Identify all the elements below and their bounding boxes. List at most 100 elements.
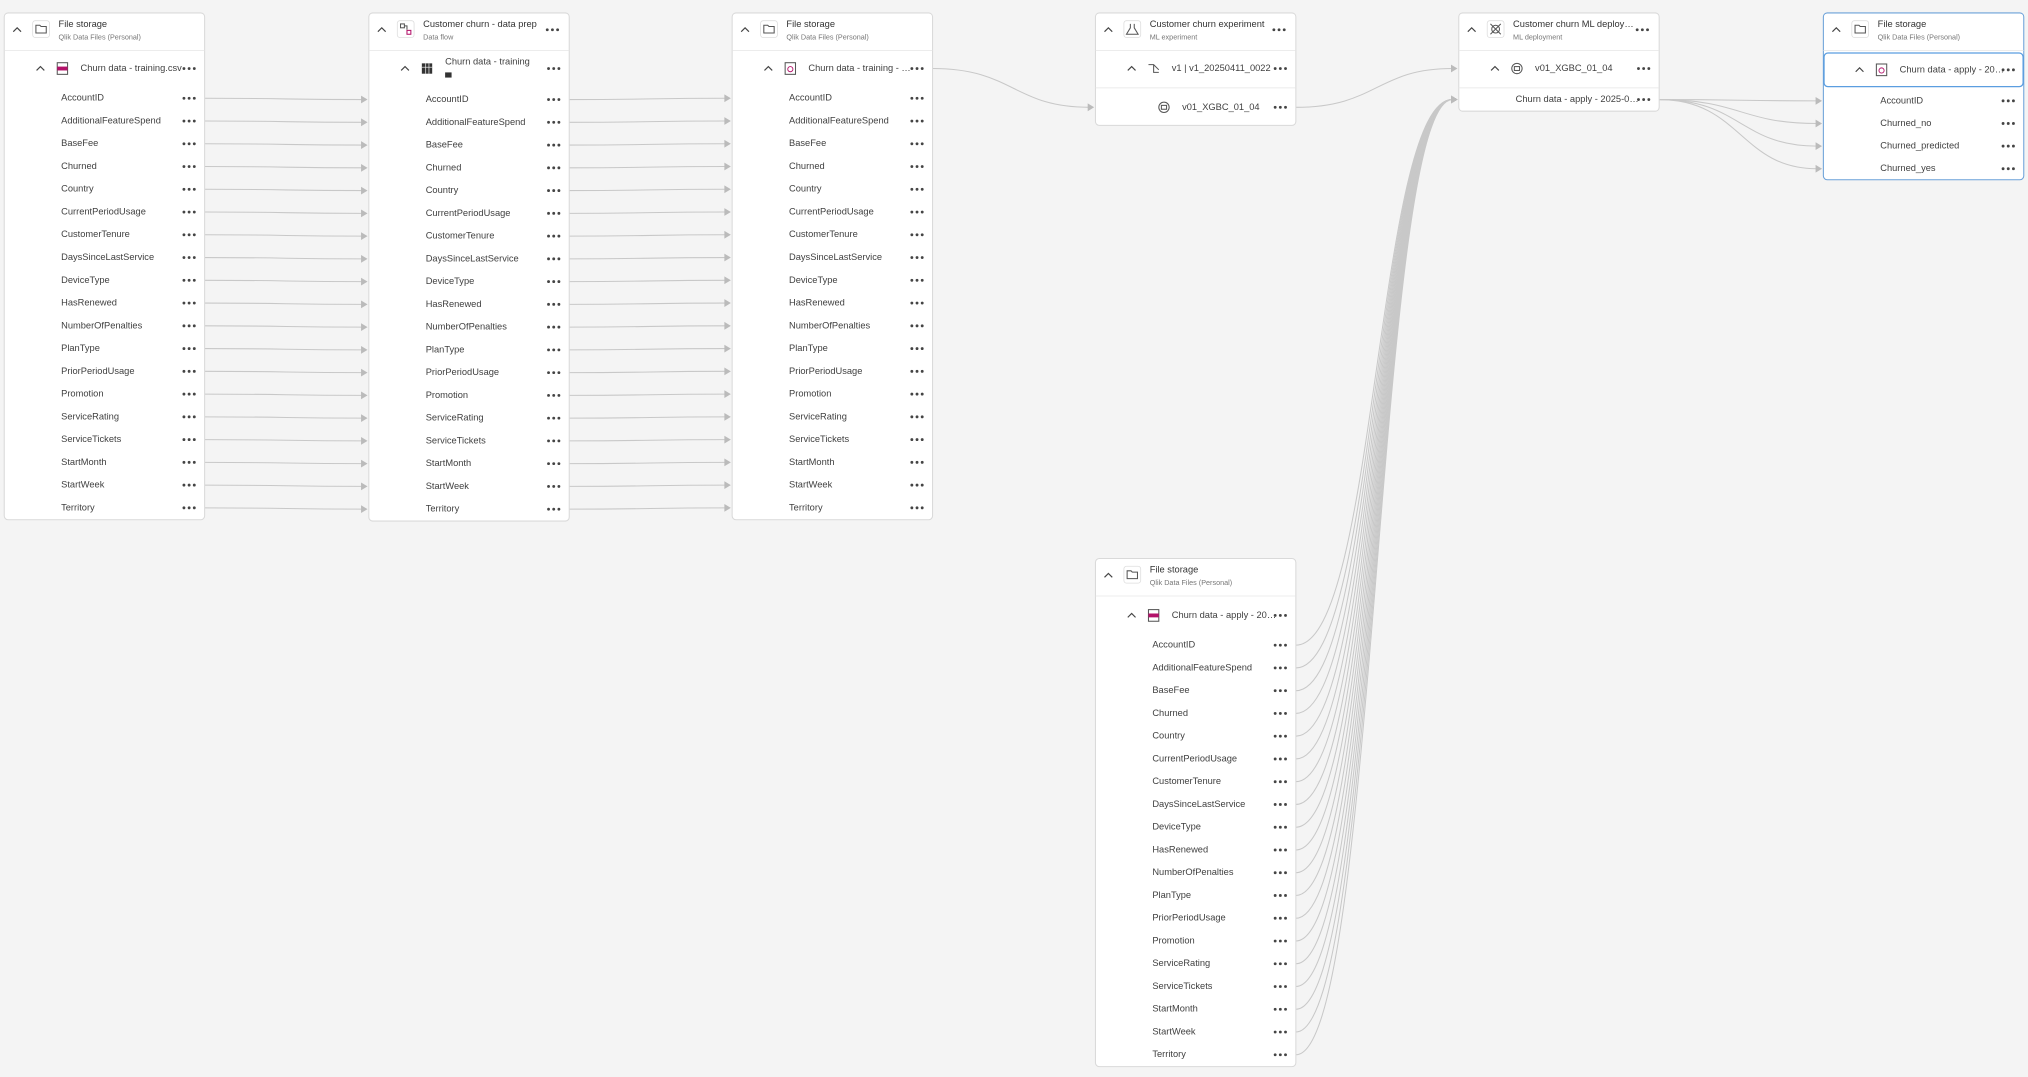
field-name[interactable]: PlanType: [426, 344, 465, 354]
more-menu[interactable]: [547, 257, 561, 261]
more-menu[interactable]: [182, 460, 196, 464]
more-menu[interactable]: [182, 506, 196, 510]
field-name[interactable]: Promotion: [789, 389, 831, 399]
more-menu[interactable]: [1273, 1030, 1287, 1034]
collapse-chevron[interactable]: [1467, 26, 1476, 33]
more-menu[interactable]: [182, 324, 196, 328]
field-name[interactable]: BaseFee: [789, 138, 826, 148]
more-menu[interactable]: [910, 119, 924, 123]
more-menu[interactable]: [2001, 144, 2015, 148]
field-name[interactable]: Territory: [61, 502, 95, 512]
field-name[interactable]: AccountID: [1880, 95, 1923, 105]
more-menu[interactable]: [910, 256, 924, 259]
collapse-chevron[interactable]: [377, 26, 387, 33]
more-menu[interactable]: [547, 98, 561, 101]
field-name[interactable]: Churned: [426, 162, 462, 172]
field-name[interactable]: PlanType: [789, 343, 828, 353]
more-menu[interactable]: [547, 507, 561, 511]
field-name[interactable]: ServiceTickets: [426, 435, 486, 445]
field-name[interactable]: Promotion: [1152, 935, 1194, 945]
more-menu[interactable]: [547, 462, 561, 466]
more-menu[interactable]: [547, 280, 561, 284]
more-menu[interactable]: [182, 438, 196, 442]
more-menu[interactable]: [547, 189, 561, 192]
more-menu[interactable]: [547, 348, 561, 352]
field-name[interactable]: DeviceType: [426, 276, 475, 286]
more-menu[interactable]: [910, 347, 924, 350]
field-name[interactable]: AccountID: [426, 94, 469, 104]
field-name[interactable]: DeviceType: [61, 275, 110, 285]
field-name[interactable]: CustomerTenure: [1152, 776, 1221, 786]
more-menu[interactable]: [1273, 962, 1287, 966]
lineage-node[interactable]: File storage Qlik Data Files (Personal) Ch…: [1094, 558, 1297, 1068]
field-name[interactable]: Churned_yes: [1880, 163, 1936, 173]
more-menu[interactable]: [182, 187, 196, 191]
field-name[interactable]: StartWeek: [426, 481, 470, 491]
field-name[interactable]: DeviceType: [789, 275, 838, 285]
field-name[interactable]: CustomerTenure: [789, 229, 858, 239]
field-name[interactable]: PriorPeriodUsage: [426, 367, 499, 377]
field-name[interactable]: NumberOfPenalties: [1152, 867, 1233, 877]
more-menu[interactable]: [547, 325, 561, 329]
more-menu[interactable]: [547, 416, 561, 420]
field-name[interactable]: PriorPeriodUsage: [1152, 913, 1225, 923]
collapse-chevron[interactable]: [740, 26, 750, 33]
more-menu[interactable]: [182, 67, 196, 70]
more-menu[interactable]: [1272, 28, 1286, 32]
more-menu[interactable]: [1273, 939, 1287, 943]
more-menu[interactable]: [910, 233, 924, 237]
more-menu[interactable]: [910, 392, 924, 396]
more-menu[interactable]: [1273, 780, 1287, 784]
field-name[interactable]: CustomerTenure: [426, 231, 495, 241]
more-menu[interactable]: [910, 506, 924, 510]
more-menu[interactable]: [547, 393, 561, 397]
more-menu[interactable]: [2001, 68, 2015, 72]
more-menu[interactable]: [547, 67, 561, 70]
field-name[interactable]: AccountID: [1152, 640, 1195, 650]
field-name[interactable]: NumberOfPenalties: [789, 320, 870, 330]
more-menu[interactable]: [910, 142, 924, 146]
field-name[interactable]: DaysSinceLastService: [789, 252, 882, 262]
field-name[interactable]: HasRenewed: [1152, 844, 1208, 854]
field-name[interactable]: Churned: [1152, 708, 1188, 718]
field-name[interactable]: PriorPeriodUsage: [61, 366, 134, 376]
field-name[interactable]: AdditionalFeatureSpend: [61, 115, 161, 125]
field-name[interactable]: Country: [1152, 731, 1185, 741]
more-menu[interactable]: [910, 210, 924, 214]
field-name[interactable]: StartMonth: [1152, 1004, 1197, 1014]
field-name[interactable]: AdditionalFeatureSpend: [1152, 662, 1252, 672]
more-menu[interactable]: [1273, 67, 1287, 70]
collapse-chevron[interactable]: [1832, 26, 1841, 33]
more-menu[interactable]: [182, 301, 196, 305]
field-name[interactable]: CurrentPeriodUsage: [61, 206, 146, 216]
more-menu[interactable]: [1637, 98, 1651, 101]
field-name[interactable]: NumberOfPenalties: [61, 320, 142, 330]
more-menu[interactable]: [1273, 985, 1287, 988]
field-name[interactable]: DaysSinceLastService: [426, 253, 519, 263]
more-menu[interactable]: [910, 324, 924, 328]
more-menu[interactable]: [910, 67, 924, 70]
collapse-chevron[interactable]: [1104, 26, 1113, 33]
collapse-chevron[interactable]: [36, 65, 45, 71]
lineage-node[interactable]: Customer churn ML deploy… ML deployment v0…: [1458, 12, 1660, 112]
field-name[interactable]: CurrentPeriodUsage: [426, 208, 511, 218]
field-name[interactable]: ServiceRating: [789, 411, 847, 421]
more-menu[interactable]: [182, 278, 196, 282]
field-name[interactable]: ServiceRating: [61, 411, 119, 421]
more-menu[interactable]: [182, 119, 196, 123]
field-name[interactable]: PlanType: [61, 343, 100, 353]
more-menu[interactable]: [910, 369, 924, 373]
field-name[interactable]: Promotion: [426, 390, 468, 400]
more-menu[interactable]: [2001, 167, 2015, 171]
field-name[interactable]: ServiceTickets: [789, 434, 849, 444]
field-name[interactable]: StartWeek: [61, 480, 105, 490]
field-name[interactable]: Promotion: [61, 389, 103, 399]
more-menu[interactable]: [182, 165, 196, 168]
more-menu[interactable]: [547, 302, 561, 306]
more-menu[interactable]: [1273, 689, 1287, 693]
field-name[interactable]: DeviceType: [1152, 822, 1201, 832]
more-menu[interactable]: [1273, 666, 1287, 670]
more-menu[interactable]: [182, 256, 196, 259]
field-name[interactable]: StartWeek: [789, 480, 833, 490]
more-menu[interactable]: [1273, 643, 1287, 647]
